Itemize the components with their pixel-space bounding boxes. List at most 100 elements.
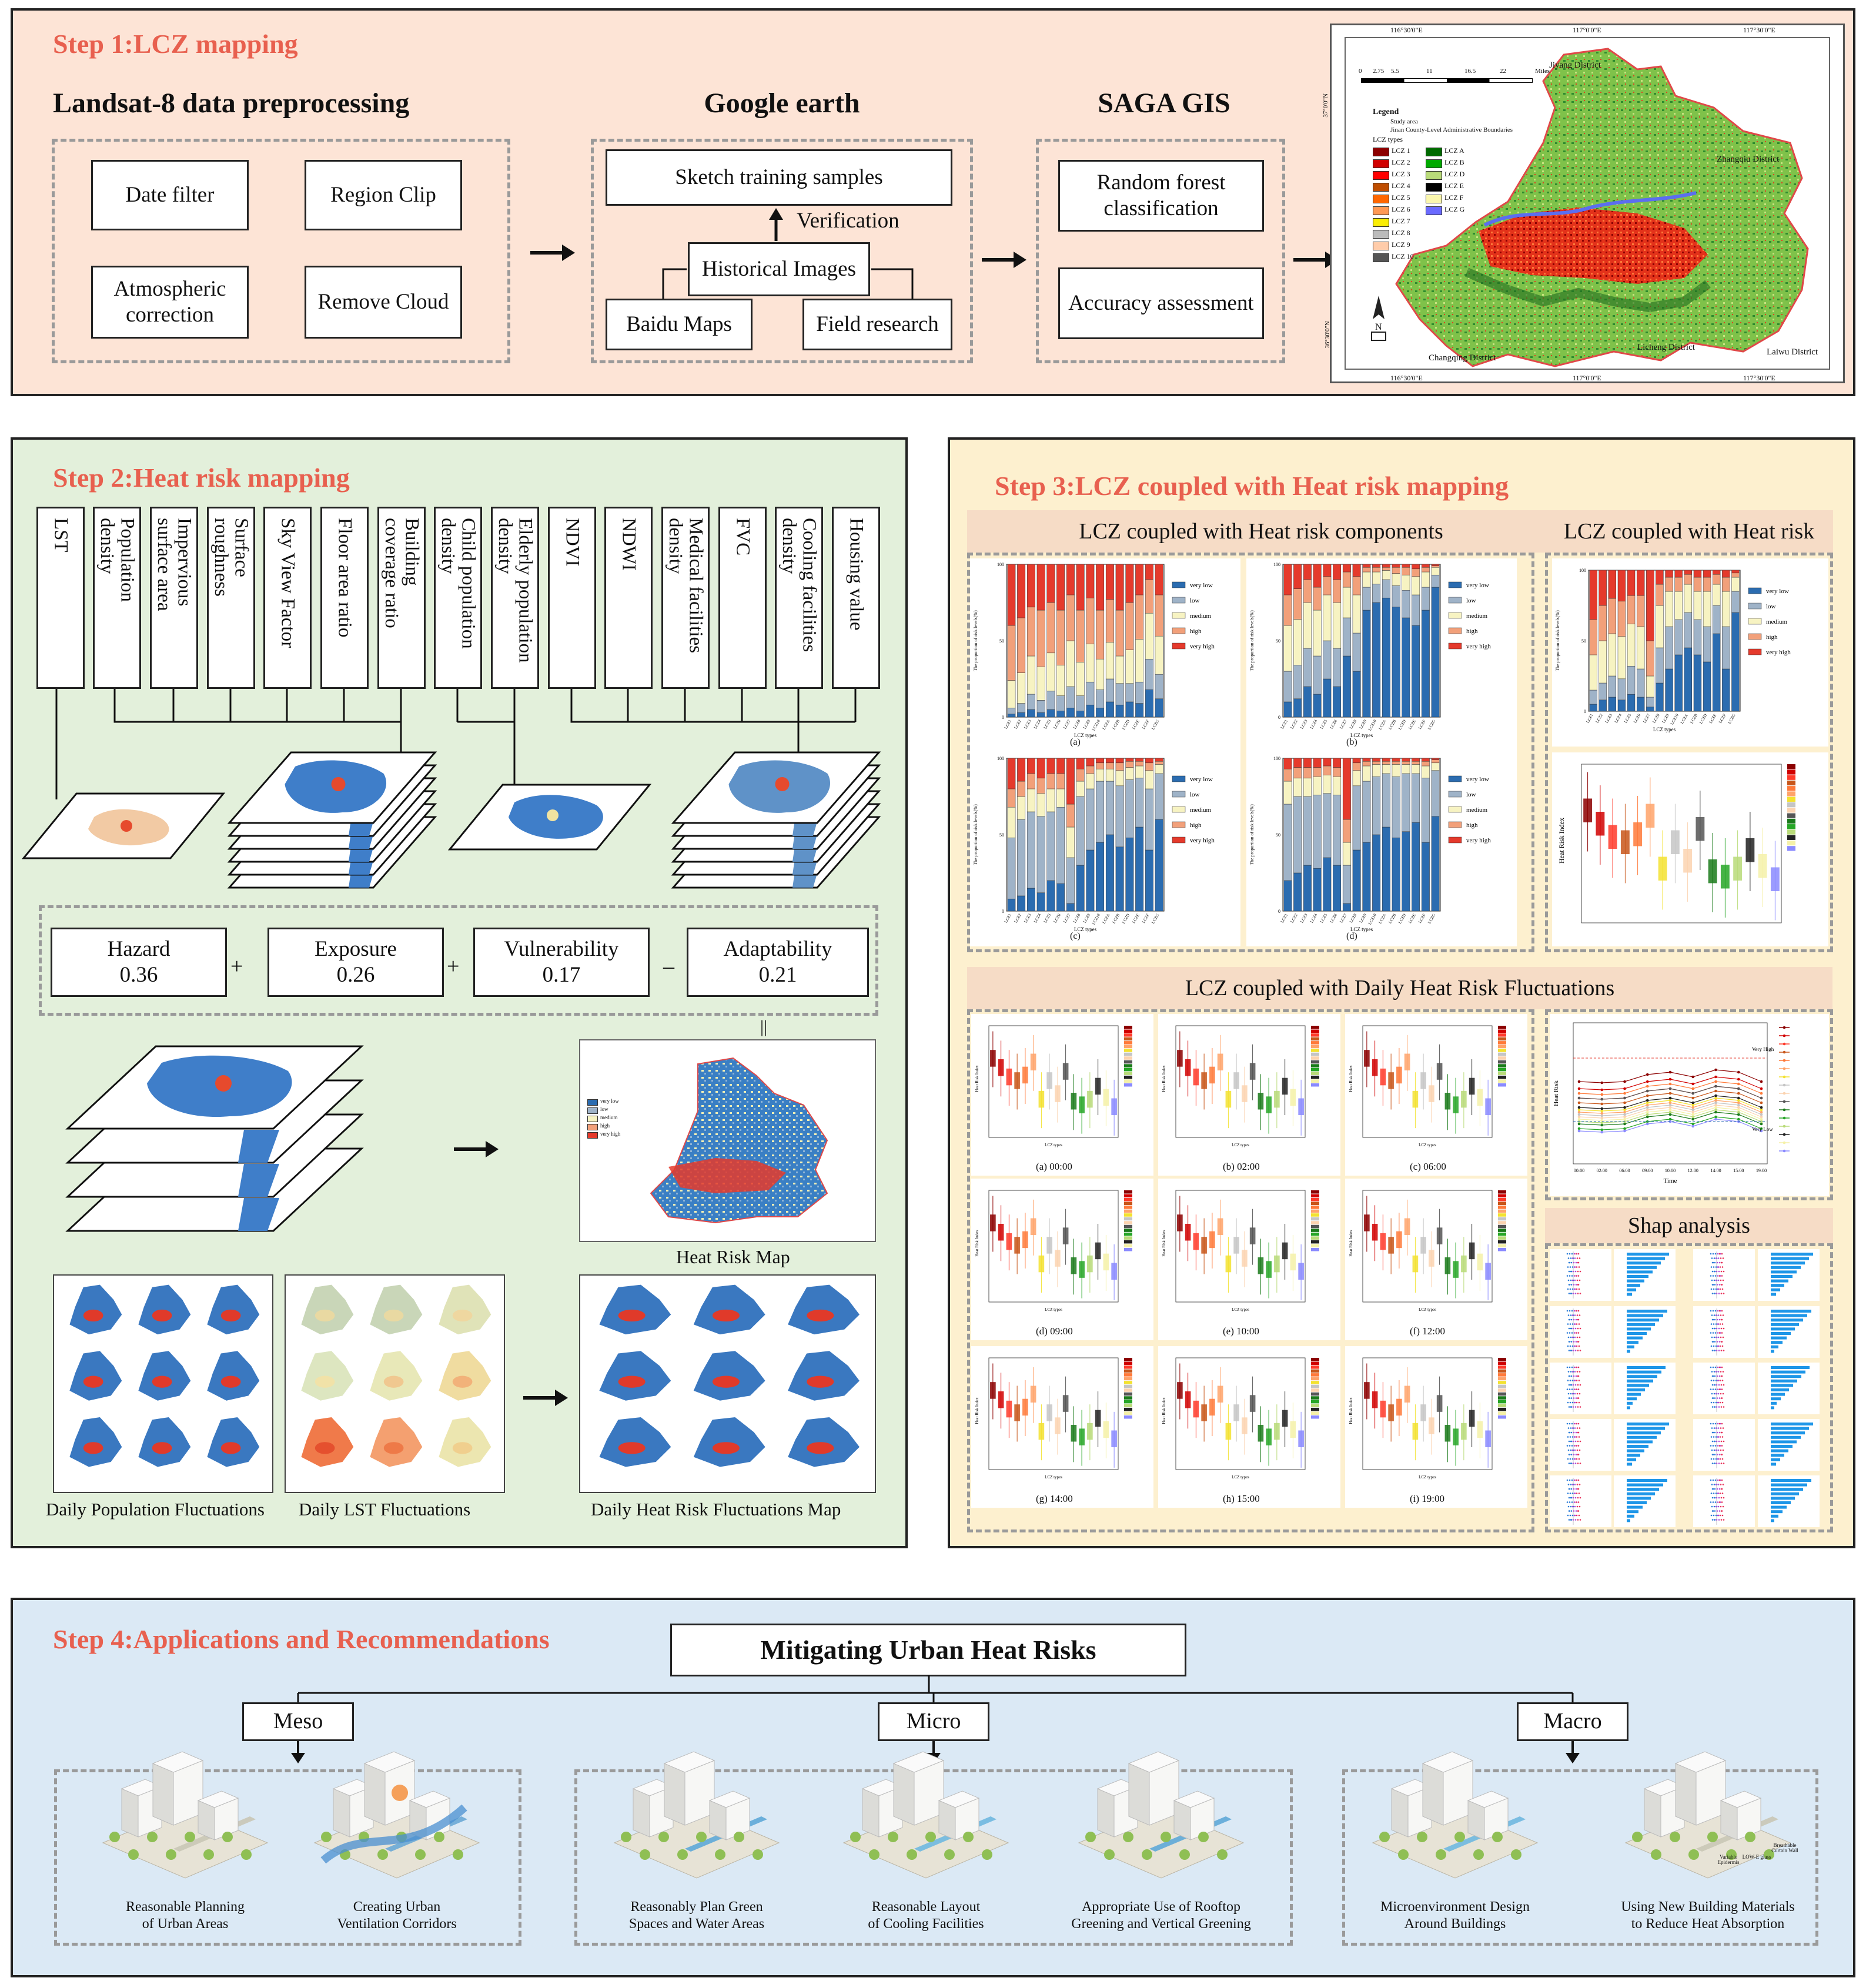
hrm-swatch [587,1116,598,1122]
shap-dot [1718,1445,1721,1447]
bar-very-low-LCZ4 [1036,712,1045,718]
bar-high-LCZD [1703,577,1711,592]
shap-dot [1569,1458,1571,1460]
shap-dot [1711,1454,1714,1455]
bar-very-high-LCZ6 [1333,564,1342,580]
lcz-legend-item: LCZ 5 [1373,193,1426,204]
shap-dot [1574,1484,1576,1485]
time-tick: 09:00 [1642,1168,1653,1173]
point [1714,1117,1717,1121]
mini-map [207,1284,260,1335]
box-lcz16 [1485,1263,1491,1280]
mini-map-core [152,1375,172,1388]
shap-dot [1569,1423,1571,1425]
shap-dot [1717,1505,1720,1508]
box-lcz3 [1608,825,1617,849]
shap-dot [1573,1323,1576,1325]
bar-very-low-LCZD [1125,837,1134,912]
shap-dot [1713,1270,1715,1273]
google-connectors [662,268,914,300]
shap-dot [1719,1266,1721,1268]
shap-dot [1719,1380,1721,1381]
tick-label: LCZE [1131,719,1141,730]
lcz-legend-label: LCZ 2 [1392,158,1410,166]
shap-dot [1717,1314,1720,1316]
shap-importance-bar [1627,1427,1665,1430]
bar-very-high-LCZE [1135,758,1144,762]
box-lcz2 [1372,1224,1378,1241]
bar-low-LCZ3 [1026,811,1035,889]
mini-map [788,1351,860,1401]
shap-dot [1710,1445,1712,1447]
bar-low-LCZ1 [1283,671,1292,702]
bar-very-low-LCZ8 [1656,682,1664,712]
shap-dot [1577,1423,1580,1425]
shap-dot [1572,1497,1574,1499]
tick-label: LCZ8 [1349,719,1358,730]
shap-dot [1567,1427,1570,1429]
shap-dot [1567,1323,1569,1325]
box-ylabel: Heat Risk Index [975,1230,979,1257]
tick-label: LCZB [1387,719,1397,731]
bar-very-high-LCZ10 [1372,564,1381,568]
legend-label: very low [1190,582,1213,589]
bar-low-LCZA [1105,781,1114,835]
scale-unit: Miles [1535,68,1550,75]
component-name: Hazard [107,936,170,961]
shap-dot [1713,1293,1715,1294]
recommendation-label: Creating Urban Ventilation Corridors [337,1899,457,1932]
shap-dot [1567,1380,1569,1381]
mini-map [439,1417,491,1467]
shap-dot [1717,1427,1720,1429]
bar-very-high-LCZ3 [1303,564,1312,580]
shap-dot [1713,1497,1715,1499]
bar-very-high-LCZ9 [1665,570,1673,578]
box-xlabel: LCZ types [1419,1143,1436,1147]
point [1668,1092,1672,1095]
box-legend-swatch [1498,1400,1506,1404]
bar-medium-LCZD [1703,591,1711,627]
shap-dot [1573,1284,1575,1286]
shap-importance-bar [1771,1440,1797,1444]
bar-medium-LCZF [1145,770,1153,789]
bar-very-low-LCZ3 [1303,865,1312,912]
box-legend-swatch [1311,1411,1319,1415]
point [1760,1080,1763,1083]
recommendation-label: Reasonable Layout of Cooling Facilities [868,1899,984,1932]
line-legend-marker [1783,1100,1786,1103]
box-legend-swatch [1498,1194,1506,1198]
bar-very-low-LCZ9 [1362,842,1371,912]
bar-low-LCZ7 [1066,686,1075,708]
shap-dot [1716,1454,1718,1455]
legend-swatch [1448,836,1462,844]
shap-dot [1575,1501,1577,1503]
shap-dot [1568,1284,1570,1286]
box-lcz10 [1249,1063,1256,1080]
bar-very-low-LCZG [1431,816,1440,912]
bar-very-low-LCZ1 [1007,898,1016,912]
shap-dot [1579,1293,1581,1294]
box-lcz11 [1444,1093,1451,1110]
point [1600,1123,1604,1127]
box-lcz9 [1242,1250,1248,1267]
shap-dot [1714,1261,1716,1264]
box-lcz3 [1380,1233,1386,1250]
box-legend-swatch [1498,1366,1506,1369]
shap-dot [1578,1345,1580,1347]
shap-importance-bar [1771,1406,1774,1410]
point [1668,1117,1672,1121]
shap-dot [1711,1327,1714,1330]
line-ylabel: Heat Risk [1553,1080,1560,1106]
box-lcz6 [1404,1053,1410,1070]
bar-low-LCZ5 [1323,640,1332,680]
shap-dot [1579,1440,1581,1443]
shap-bar-panel [1758,1363,1820,1414]
lcz-swatch [1373,230,1389,239]
shap-dot [1573,1341,1575,1343]
daily-box-chart: Heat Risk Index LCZ types (e) 10:00 [1158,1179,1340,1340]
bar-low-LCZB [1392,585,1400,608]
box-legend-swatch [1311,1026,1319,1029]
shap-dot [1715,1514,1717,1517]
shap-dot [1722,1257,1724,1259]
box-lcz5 [1396,1066,1402,1084]
